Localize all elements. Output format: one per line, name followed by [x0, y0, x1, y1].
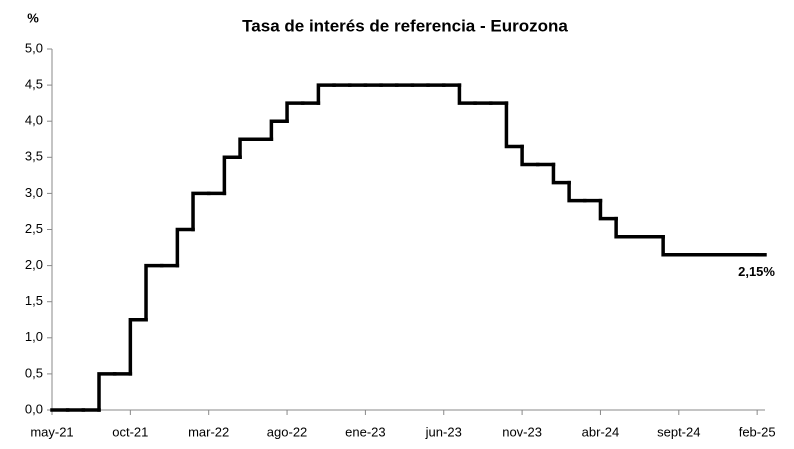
step-segment	[551, 162, 571, 185]
step-segment	[520, 144, 540, 167]
y-tick-label: 4,5	[25, 77, 43, 92]
step-segment	[128, 318, 148, 376]
step-segment	[191, 191, 211, 232]
y-tick-label: 2,0	[25, 257, 43, 272]
y-tick-label: 0,5	[25, 365, 43, 380]
step-segment	[567, 180, 587, 203]
step-segment	[285, 101, 305, 123]
x-tick-label: jun-23	[425, 424, 462, 439]
step-segment	[97, 372, 117, 412]
y-tick-label: 5,0	[25, 40, 43, 55]
step-segment	[238, 137, 258, 160]
x-tick-label: ago-22	[267, 424, 307, 439]
y-tick-label: 0,0	[25, 401, 43, 416]
x-tick-label: nov-23	[502, 424, 542, 439]
chart-title: Tasa de interés de referencia - Eurozona	[242, 16, 568, 35]
x-tick-label: feb-25	[739, 424, 776, 439]
x-tick-label: ene-23	[345, 424, 385, 439]
annotation: 2,15%	[738, 264, 775, 279]
y-tick-label: 1,0	[25, 329, 43, 344]
x-tick-label: abr-24	[582, 424, 620, 439]
step-segment	[222, 155, 242, 196]
step-segment	[144, 263, 164, 322]
x-tick-label: may-21	[30, 424, 73, 439]
x-tick-label: mar-22	[188, 424, 229, 439]
step-segment	[661, 234, 681, 257]
y-tick-label: 2,5	[25, 221, 43, 236]
y-tick-label: 3,5	[25, 149, 43, 164]
step-segment	[316, 83, 336, 105]
y-axis-label: %	[27, 10, 39, 25]
y-tick-label: 1,5	[25, 293, 43, 308]
step-segment	[269, 119, 289, 141]
y-tick-label: 3,0	[25, 185, 43, 200]
step-segment	[175, 227, 195, 268]
y-tick-label: 4,0	[25, 113, 43, 128]
step-segment	[598, 198, 618, 221]
step-segment	[614, 216, 634, 239]
step-segment	[457, 83, 477, 105]
x-tick-label: oct-21	[112, 424, 148, 439]
x-tick-label: sept-24	[657, 424, 700, 439]
step-segment	[504, 101, 524, 149]
